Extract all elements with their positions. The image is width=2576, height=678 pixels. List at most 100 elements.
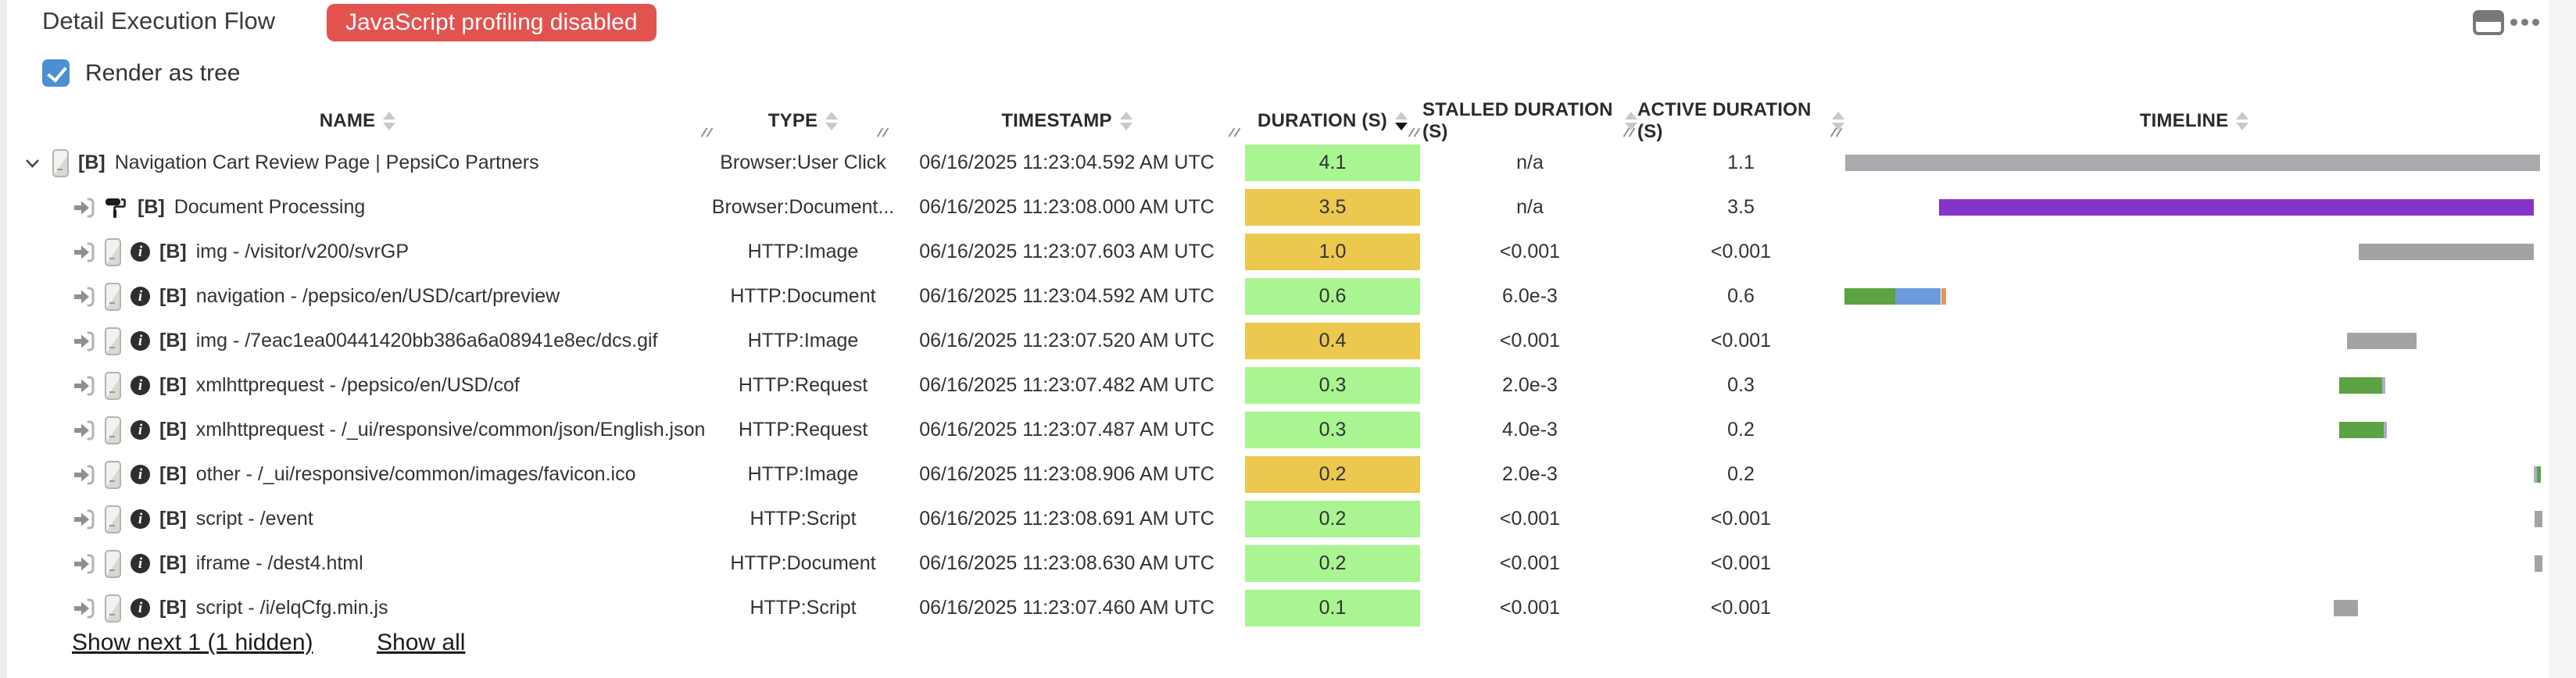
column-header-name[interactable]: NAME xyxy=(0,102,715,141)
row-stalled-duration: <0.001 xyxy=(1499,597,1561,619)
table-row[interactable]: i [B] img - /visitor/v200/svrGP HTTP:Image… xyxy=(0,230,2549,274)
column-header-timestamp[interactable]: TIMESTAMP xyxy=(891,102,1243,141)
column-header-stalled-duration[interactable]: STALLED DURATION (S) xyxy=(1422,99,1637,142)
info-icon[interactable]: i xyxy=(131,598,150,618)
sort-icon[interactable] xyxy=(1832,112,1844,130)
sort-icon[interactable] xyxy=(2236,112,2249,130)
js-profiling-disabled-badge: JavaScript profiling disabled xyxy=(327,4,657,41)
table-row[interactable]: i [B] navigation - /pepsico/en/USD/cart/p… xyxy=(0,274,2549,319)
info-icon[interactable]: i xyxy=(131,420,150,440)
row-name-cell: i [B] xmlhttprequest - /pepsico/en/USD/co… xyxy=(0,371,715,400)
table-row[interactable]: i [B] xmlhttprequest - /_ui/responsive/co… xyxy=(0,408,2549,452)
row-duration-cell: 1.0 xyxy=(1243,230,1422,274)
browser-prefix: [B] xyxy=(159,597,187,619)
sort-icon[interactable] xyxy=(1625,112,1637,130)
row-timestamp: 06/16/2025 11:23:08.906 AM UTC xyxy=(919,463,1215,485)
row-timestamp: 06/16/2025 11:23:04.592 AM UTC xyxy=(919,152,1215,173)
sort-icon[interactable] xyxy=(1119,112,1132,130)
browser-prefix: [B] xyxy=(138,196,165,218)
row-type: HTTP:Document xyxy=(730,552,876,574)
show-all-link[interactable]: Show all xyxy=(377,630,466,655)
column-header-timeline[interactable]: TIMELINE xyxy=(1844,102,2544,141)
sort-descending-icon[interactable] xyxy=(1394,112,1408,130)
table-row[interactable]: i [B] script - /i/elqCfg.min.js HTTP:Scrip… xyxy=(0,586,2549,630)
row-stalled-duration: 6.0e-3 xyxy=(1502,285,1558,307)
duration-value: 0.3 xyxy=(1245,412,1420,448)
ellipsis-menu-icon[interactable] xyxy=(2510,19,2539,26)
info-icon[interactable]: i xyxy=(131,376,150,395)
duration-value: 0.4 xyxy=(1245,323,1420,359)
row-stalled-duration: <0.001 xyxy=(1499,508,1561,530)
row-duration-cell: 0.2 xyxy=(1243,452,1422,497)
timeline-bar xyxy=(1844,319,2544,363)
table-row[interactable]: i [B] xmlhttprequest - /pepsico/en/USD/co… xyxy=(0,363,2549,408)
timeline-bar xyxy=(1844,141,2544,185)
table-row[interactable]: i [B] iframe - /dest4.html HTTP:Document 06… xyxy=(0,541,2549,586)
sort-icon[interactable] xyxy=(383,112,396,130)
row-timestamp: 06/16/2025 11:23:07.520 AM UTC xyxy=(919,330,1215,351)
right-gutter xyxy=(2549,0,2576,678)
row-name: navigation - /pepsico/en/USD/cart/previe… xyxy=(195,285,560,307)
column-resize-handle[interactable] xyxy=(1407,127,1422,139)
duration-value: 0.6 xyxy=(1245,278,1420,315)
info-icon[interactable]: i xyxy=(131,242,150,262)
row-timestamp: 06/16/2025 11:23:07.487 AM UTC xyxy=(919,419,1215,441)
duration-value: 4.1 xyxy=(1245,145,1420,181)
row-stalled-duration: <0.001 xyxy=(1499,330,1561,351)
row-name: script - /event xyxy=(195,508,313,530)
table-header-row: NAME TYPE TIMESTAMP DURATION (S) STALLED… xyxy=(0,99,2549,142)
row-name-cell: i [B] navigation - /pepsico/en/USD/cart/p… xyxy=(0,282,715,311)
column-resize-handle[interactable] xyxy=(875,127,891,139)
render-as-tree-toggle[interactable]: Render as tree xyxy=(42,59,240,87)
column-resize-handle[interactable] xyxy=(1829,127,1844,139)
info-icon[interactable]: i xyxy=(131,554,150,573)
show-next-link[interactable]: Show next 1 (1 hidden) xyxy=(72,630,313,655)
info-icon[interactable]: i xyxy=(131,331,150,351)
enter-arrow-icon xyxy=(74,287,95,306)
row-name-cell: i [B] iframe - /dest4.html xyxy=(0,549,715,578)
row-active-duration: 0.2 xyxy=(1727,419,1755,441)
row-type: HTTP:Image xyxy=(747,463,859,485)
column-header-active-duration[interactable]: ACTIVE DURATION (S) xyxy=(1637,99,1844,142)
sort-icon[interactable] xyxy=(825,112,839,130)
row-type: Browser:Document... xyxy=(711,196,895,218)
column-resize-handle[interactable] xyxy=(1622,127,1637,139)
row-stalled-duration: n/a xyxy=(1516,196,1544,218)
row-active-duration: <0.001 xyxy=(1710,597,1772,619)
row-active-duration: <0.001 xyxy=(1710,241,1772,262)
chevron-down-icon[interactable] xyxy=(22,152,43,173)
row-active-duration: 1.1 xyxy=(1727,152,1755,173)
column-header-duration[interactable]: DURATION (S) xyxy=(1243,102,1422,141)
timeline-segment xyxy=(2537,466,2542,483)
table-row[interactable]: i [B] img - /7eac1ea00441420bb386a6a08941… xyxy=(0,319,2549,363)
table-row[interactable]: i [B] other - /_ui/responsive/common/imag… xyxy=(0,452,2549,497)
row-active-duration: <0.001 xyxy=(1710,508,1772,530)
window-panel-icon[interactable] xyxy=(2473,10,2504,35)
server-icon xyxy=(105,237,121,266)
row-name-cell: [B] Navigation Cart Review Page | PepsiCo… xyxy=(0,148,715,177)
table-row[interactable]: [B] Document Processing Browser:Document..… xyxy=(0,185,2549,230)
server-icon xyxy=(105,549,121,578)
column-resize-handle[interactable] xyxy=(699,127,715,139)
row-duration-cell: 0.1 xyxy=(1243,586,1422,630)
timeline-segment xyxy=(1844,155,2540,171)
column-resize-handle[interactable] xyxy=(1227,127,1243,139)
row-timestamp: 06/16/2025 11:23:04.592 AM UTC xyxy=(919,285,1215,307)
table-row[interactable]: i [B] script - /event HTTP:Script 06/16/202… xyxy=(0,497,2549,541)
browser-prefix: [B] xyxy=(159,330,187,351)
info-icon[interactable]: i xyxy=(131,287,150,306)
info-icon[interactable]: i xyxy=(131,509,150,529)
enter-arrow-icon xyxy=(74,376,95,395)
column-header-type[interactable]: TYPE xyxy=(715,102,891,141)
info-icon[interactable]: i xyxy=(131,465,150,484)
table-row[interactable]: [B] Navigation Cart Review Page | PepsiCo… xyxy=(0,141,2549,185)
paint-roller-icon xyxy=(106,198,126,218)
browser-prefix: [B] xyxy=(159,374,187,396)
row-name: Document Processing xyxy=(174,196,366,218)
server-icon xyxy=(105,327,121,355)
row-timestamp: 06/16/2025 11:23:08.691 AM UTC xyxy=(919,508,1215,530)
row-duration-cell: 0.3 xyxy=(1243,363,1422,408)
row-stalled-duration: 2.0e-3 xyxy=(1502,463,1558,485)
row-stalled-duration: <0.001 xyxy=(1499,552,1561,574)
checkbox-checked-icon[interactable] xyxy=(42,59,70,87)
